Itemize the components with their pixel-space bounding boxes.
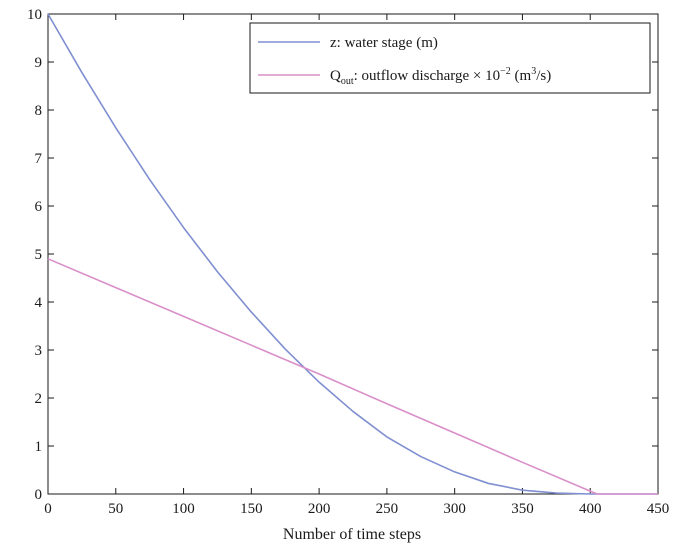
x-tick-label-3: 150 — [240, 501, 263, 517]
x-tick-label-2: 100 — [172, 501, 195, 517]
y-tick-label-9: 9 — [35, 55, 43, 71]
y-tick-label-2: 2 — [35, 391, 43, 407]
x-tick-label-6: 300 — [443, 501, 466, 517]
y-tick-label-4: 4 — [35, 295, 43, 311]
y-tick-label-1: 1 — [35, 439, 43, 455]
x-tick-label-8: 400 — [579, 501, 602, 517]
legend: z: water stage (m) Qout: outflow dischar… — [249, 22, 651, 94]
y-tick-label-10: 10 — [27, 7, 42, 23]
x-tick-label-7: 350 — [511, 501, 534, 517]
y-tick-label-3: 3 — [35, 343, 43, 359]
x-tick-labels: 0 50 100 150 200 250 300 350 400 450 — [44, 501, 669, 517]
x-tick-label-5: 250 — [376, 501, 399, 517]
x-tick-label-9: 450 — [647, 501, 670, 517]
x-axis-title: Number of time steps — [283, 526, 421, 543]
y-tick-label-7: 7 — [35, 151, 43, 167]
legend-box — [249, 22, 651, 94]
y-tick-label-0: 0 — [35, 487, 43, 503]
x-tick-label-0: 0 — [44, 501, 52, 517]
y-tick-labels: 0 1 2 3 4 5 6 7 8 9 10 — [27, 7, 43, 503]
series-lines — [47, 13, 658, 495]
x-tick-label-4: 200 — [308, 501, 331, 517]
legend-label-z: z: water stage (m) — [330, 35, 438, 51]
y-tick-label-5: 5 — [35, 247, 43, 263]
y-tick-label-6: 6 — [35, 199, 43, 215]
y-tick-label-8: 8 — [35, 103, 43, 119]
series-line-qout-outflow — [47, 258, 658, 495]
series-line-z-water-stage — [47, 13, 658, 495]
legend-label-qout: Qout: outflow discharge × 10−2 (m3/s) — [330, 66, 551, 87]
x-tick-label-1: 50 — [108, 501, 123, 517]
